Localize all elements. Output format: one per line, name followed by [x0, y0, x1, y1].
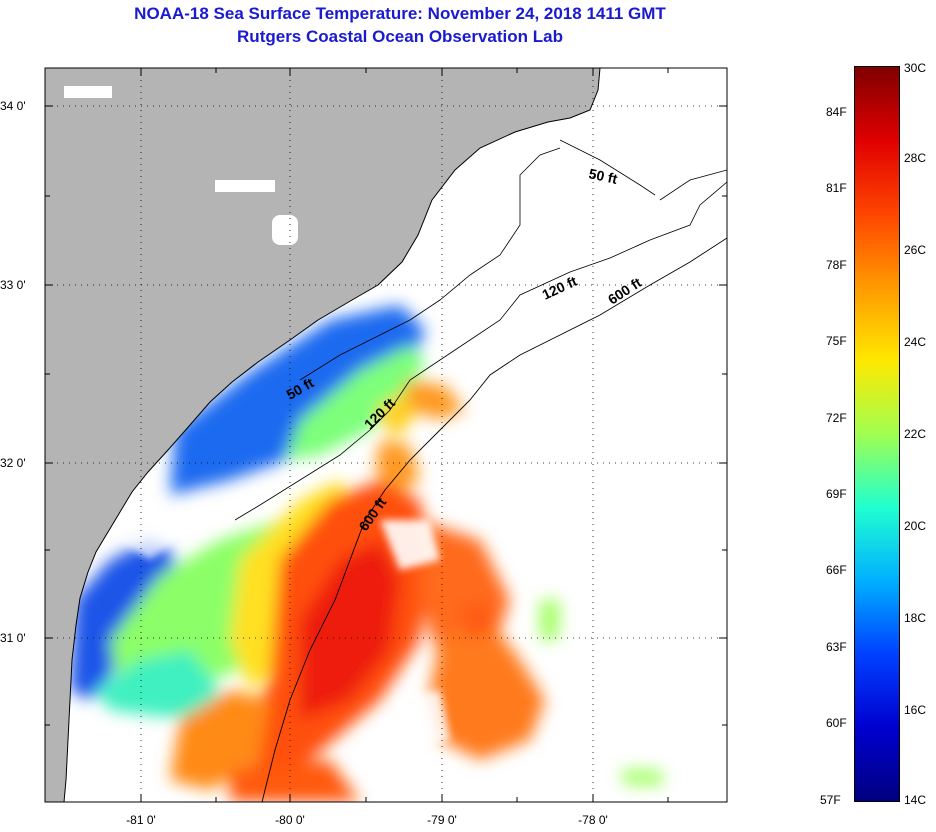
lat-label: 31 0': [0, 631, 26, 645]
colorbar-c-label: 30C: [904, 61, 927, 75]
lat-label: 34 0': [0, 99, 26, 113]
colorbar-f-label: 57F: [820, 793, 841, 807]
map-subtitle: Rutgers Coastal Ocean Observation Lab: [237, 27, 563, 46]
colorbar-f-label: 78F: [826, 258, 847, 272]
colorbar-c-label: 28C: [904, 151, 927, 165]
colorbar-c-label: 16C: [904, 703, 927, 717]
colorbar-c-label: 22C: [904, 427, 927, 441]
colorbar-f-label: 72F: [826, 411, 847, 425]
lon-label: -80 0': [275, 813, 305, 827]
contour-120ft: [234, 181, 727, 521]
lat-label: 33 0': [0, 278, 26, 292]
colorbar-f-label: 60F: [826, 716, 847, 730]
cloud-mask-layer: [120, 510, 450, 750]
colorbar-f-label: 81F: [826, 181, 847, 195]
lon-label: -78 0': [578, 813, 608, 827]
sst-colorbar: [854, 66, 900, 802]
contour-600ft: [261, 237, 727, 802]
colorbar-c-label: 24C: [904, 335, 927, 349]
colorbar-f-label: 69F: [826, 487, 847, 501]
colorbar-f-label: 75F: [826, 334, 847, 348]
contour-label: 50 ft: [587, 165, 619, 187]
lon-label: -79 0': [427, 813, 457, 827]
coastline: [63, 68, 601, 802]
colorbar-f-label: 66F: [826, 563, 847, 577]
colorbar-c-label: 26C: [904, 243, 927, 257]
colorbar-c-label: 20C: [904, 519, 927, 533]
sst-data-layer: [70, 305, 665, 802]
lat-label: 32 0': [0, 456, 26, 470]
axis-ticks: [45, 68, 727, 802]
lon-label: -81 0': [126, 813, 156, 827]
colorbar-c-label: 14C: [904, 793, 927, 807]
colorbar-f-label: 84F: [826, 105, 847, 119]
contour-50ft: [299, 139, 727, 381]
map-title: NOAA-18 Sea Surface Temperature: Novembe…: [134, 4, 666, 23]
land-mass: [45, 68, 600, 802]
graticule: [45, 68, 727, 802]
map-frame: [44, 67, 728, 803]
colorbar-c-label: 18C: [904, 611, 927, 625]
colorbar-f-label: 63F: [826, 640, 847, 654]
